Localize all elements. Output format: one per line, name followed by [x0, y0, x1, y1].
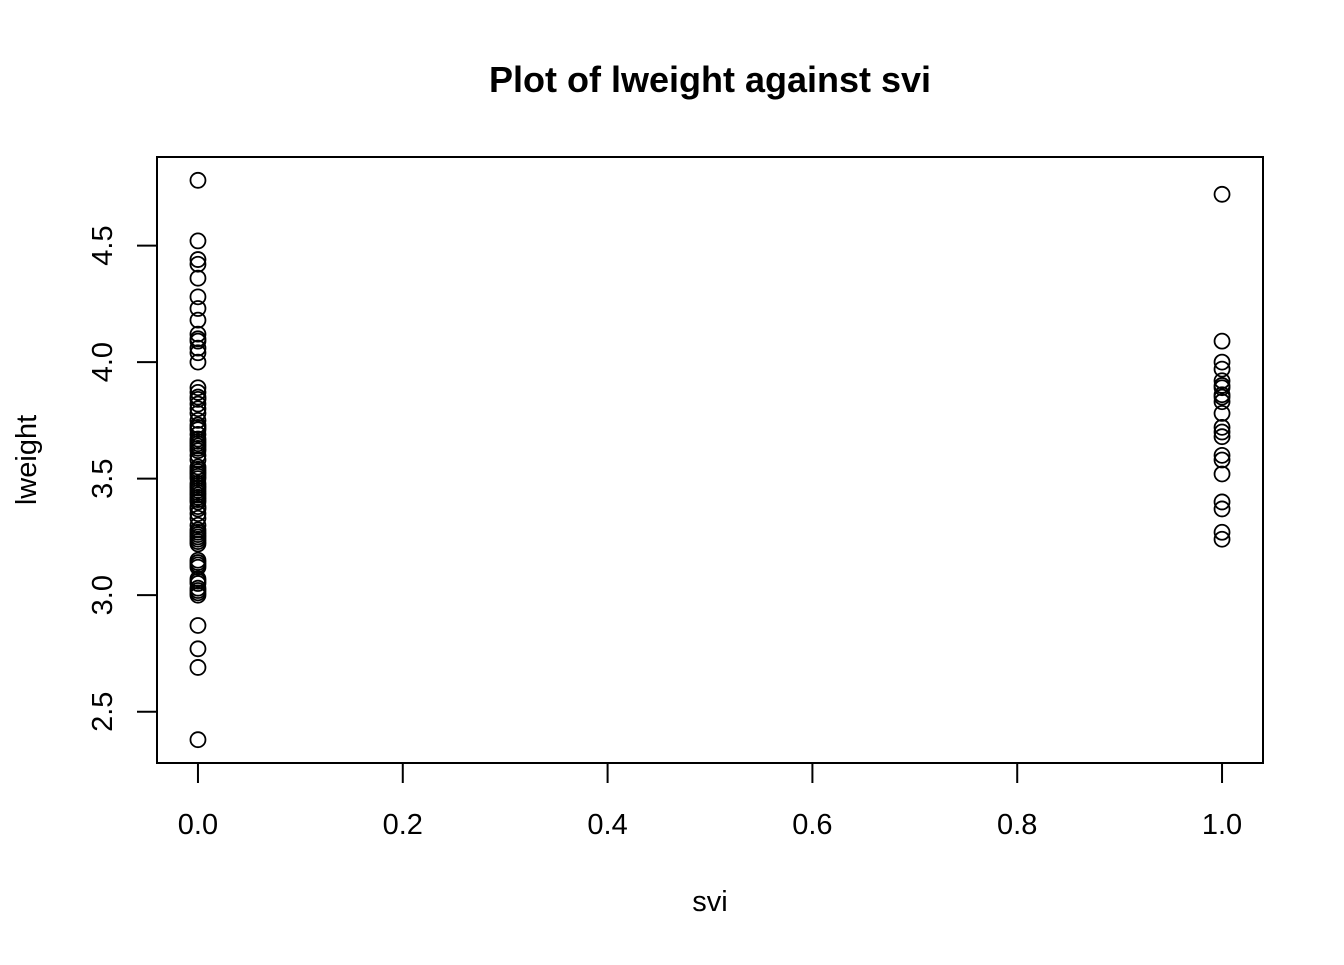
- data-point: [189, 379, 207, 397]
- data-point: [189, 395, 207, 413]
- data-point: [189, 442, 207, 460]
- y-tick-label: 2.5: [87, 692, 119, 732]
- data-point: [1213, 185, 1231, 203]
- data-point: [189, 509, 207, 527]
- data-point: [189, 659, 207, 676]
- data-point: [189, 421, 207, 439]
- data-point: [189, 269, 207, 287]
- data-point: [1213, 428, 1231, 446]
- data-point: [189, 311, 207, 329]
- data-point: [189, 232, 207, 250]
- data-point: [189, 446, 207, 464]
- data-point: [189, 300, 207, 317]
- data-point: [189, 339, 207, 357]
- data-point: [189, 171, 207, 189]
- data-point: [189, 332, 207, 350]
- data-point: [189, 640, 207, 658]
- data-point: [189, 500, 207, 518]
- x-axis-label: svi: [692, 886, 727, 918]
- data-point: [1213, 465, 1231, 483]
- data-point: [189, 255, 207, 273]
- data-point: [189, 731, 207, 749]
- y-tick-label: 3.5: [87, 458, 119, 498]
- y-tick-label: 4.5: [87, 225, 119, 265]
- data-point: [189, 558, 207, 576]
- data-point: [1213, 451, 1231, 469]
- x-tick-label: 0.6: [792, 809, 832, 841]
- data-point: [189, 404, 207, 422]
- data-point: [189, 288, 207, 306]
- y-axis-label: lweight: [11, 415, 43, 505]
- data-point: [1213, 393, 1231, 411]
- x-tick-label: 1.0: [1202, 809, 1242, 841]
- data-point: [1213, 372, 1231, 390]
- data-point: [189, 344, 207, 362]
- data-point: [189, 411, 207, 429]
- x-axis: 0.0 0.2 0.4 0.6 0.8 1.0: [178, 762, 1242, 841]
- y-tick-label: 4.0: [87, 342, 119, 382]
- data-point: [189, 493, 207, 511]
- y-axis: 2.5 3.0 3.5 4.0 4.5: [87, 225, 158, 732]
- data-point: [1213, 388, 1231, 406]
- data-point: [1213, 353, 1231, 371]
- data-point: [1213, 404, 1231, 422]
- data-point: [189, 575, 207, 592]
- data-point: [1213, 500, 1231, 518]
- x-tick-label: 0.8: [997, 809, 1037, 841]
- data-point: [189, 325, 207, 343]
- data-point: [189, 535, 207, 553]
- data-point: [189, 353, 207, 371]
- data-points: [189, 171, 1231, 749]
- y-tick-label: 3.0: [87, 575, 119, 615]
- data-point: [1213, 423, 1231, 441]
- x-tick-label: 0.0: [178, 809, 218, 841]
- data-point: [189, 617, 207, 634]
- chart-title: Plot of lweight against svi: [489, 59, 931, 100]
- data-point: [1213, 523, 1231, 541]
- x-tick-label: 0.2: [383, 809, 423, 841]
- data-point: [1213, 379, 1231, 397]
- data-point: [1213, 446, 1231, 464]
- x-tick-label: 0.4: [587, 809, 627, 841]
- data-point: [189, 470, 207, 488]
- data-point: [1213, 332, 1231, 350]
- data-point: [189, 384, 207, 401]
- data-point: [189, 425, 207, 443]
- data-point: [189, 516, 207, 534]
- data-point: [189, 251, 207, 268]
- data-point: [1213, 530, 1231, 548]
- data-point: [189, 451, 207, 469]
- data-point: [189, 400, 207, 418]
- data-point: [1213, 418, 1231, 436]
- data-point: [189, 586, 207, 604]
- plot-frame: [156, 156, 1264, 764]
- data-point: [1213, 493, 1231, 511]
- data-point: [189, 390, 207, 408]
- data-point: [1213, 360, 1231, 378]
- data-point: [189, 505, 207, 523]
